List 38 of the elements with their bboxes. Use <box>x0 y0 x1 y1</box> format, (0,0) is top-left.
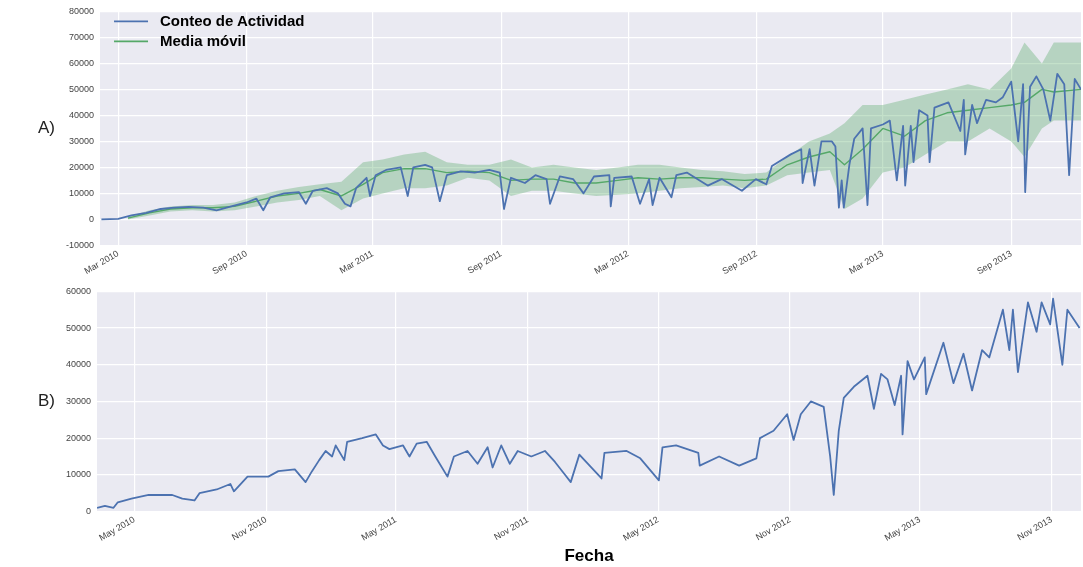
x-tick-label: Mar 2013 <box>847 248 886 276</box>
x-tick-label: Sep 2013 <box>975 248 1014 277</box>
x-tick-label: Mar 2012 <box>592 248 631 276</box>
x-tick-label: Nov 2013 <box>1015 514 1054 543</box>
y-tick-label: 60000 <box>68 57 95 68</box>
x-tick-label: May 2011 <box>359 514 399 543</box>
y-tick-label: 40000 <box>66 359 92 370</box>
x-tick-label: Nov 2010 <box>230 514 269 543</box>
text: B) <box>38 391 55 411</box>
x-tick-label: Nov 2012 <box>753 514 793 543</box>
y-tick-label: 30000 <box>68 135 95 146</box>
x-tick-label: Mar 2011 <box>337 248 376 276</box>
y-tick-label: 10000 <box>68 187 95 198</box>
y-tick-label: 30000 <box>66 395 92 406</box>
y-tick-label: 70000 <box>68 31 95 42</box>
y-tick-label: 50000 <box>66 322 92 333</box>
y-tick-label: 80000 <box>68 5 95 16</box>
x-tick-label: May 2013 <box>882 514 922 543</box>
text: A) <box>38 118 55 138</box>
x-tick-label: Mar 2010 <box>82 248 121 276</box>
y-tick-label: -10000 <box>65 239 95 250</box>
x-tick-label: Nov 2011 <box>492 514 530 542</box>
y-tick-label: 0 <box>89 213 95 224</box>
x-tick-label: Sep 2012 <box>720 248 759 277</box>
y-tick-label: 0 <box>86 505 92 516</box>
x-tick-label: May 2010 <box>97 514 137 543</box>
x-tick-label: Sep 2011 <box>465 248 504 276</box>
legend-label: Conteo de Actividad <box>160 11 305 29</box>
x-tick-label: May 2012 <box>621 514 661 543</box>
y-tick-label: 20000 <box>66 432 92 443</box>
x-axis-title: Fecha <box>564 546 615 566</box>
y-tick-label: 50000 <box>68 83 95 94</box>
y-tick-label: 40000 <box>68 109 95 120</box>
y-tick-label: 60000 <box>66 285 92 296</box>
x-tick-label: Sep 2010 <box>210 248 249 277</box>
legend-label: Media móvil <box>160 31 246 49</box>
y-tick-label: 20000 <box>68 161 95 172</box>
y-tick-label: 10000 <box>66 469 92 480</box>
